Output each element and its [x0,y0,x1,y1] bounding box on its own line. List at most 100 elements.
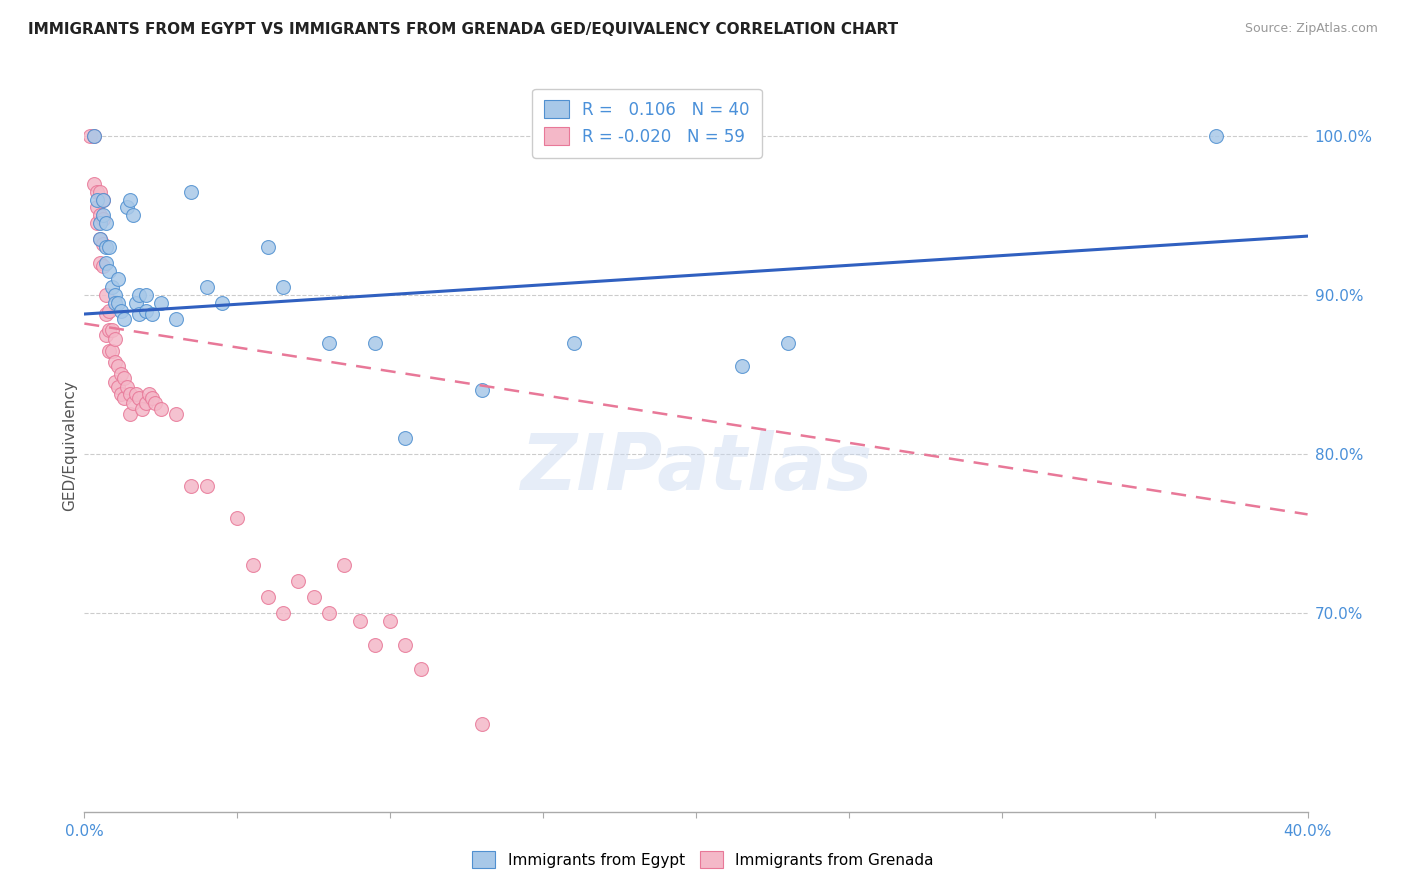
Point [89,216,111,230]
Point [211,296,233,310]
Point [110,303,132,318]
Point [107,296,129,310]
Point [89,209,111,223]
Point [112,311,135,326]
Point [112,392,135,406]
Point [97,240,120,254]
Point [180,185,202,199]
Point [143,396,166,410]
Point [122,209,145,223]
Point [287,574,309,589]
Point [180,479,202,493]
Point [83,128,105,143]
Point [149,402,172,417]
Point [97,303,120,318]
Y-axis label: GED/Equivalency: GED/Equivalency [62,381,77,511]
Point [364,335,387,350]
Point [471,384,494,398]
Point [89,232,111,246]
Point [91,209,114,223]
Point [94,327,117,342]
Point [94,288,117,302]
Point [97,264,120,278]
Point [112,370,135,384]
Point [89,185,111,199]
Point [135,303,157,318]
Point [318,606,340,620]
Point [115,380,138,394]
Point [141,392,163,406]
Point [79,128,101,143]
Point [271,606,294,620]
Point [776,335,799,350]
Point [110,386,132,401]
Point [394,638,416,652]
Point [104,333,127,347]
Point [97,323,120,337]
Point [107,359,129,374]
Point [318,335,340,350]
Point [86,185,108,199]
Point [110,368,132,382]
Text: ZIPatlas: ZIPatlas [520,430,872,506]
Point [101,323,124,337]
Point [257,590,280,604]
Point [731,359,754,374]
Point [394,431,416,445]
Point [380,614,402,628]
Point [138,386,160,401]
Legend: Immigrants from Egypt, Immigrants from Grenada: Immigrants from Egypt, Immigrants from G… [465,844,941,875]
Point [257,240,280,254]
Point [104,296,127,310]
Point [86,193,108,207]
Point [141,307,163,321]
Point [86,216,108,230]
Point [104,376,127,390]
Point [165,311,187,326]
Point [471,717,494,731]
Point [89,256,111,270]
Point [364,638,387,652]
Point [91,193,114,207]
Point [89,232,111,246]
Point [120,193,142,207]
Point [195,479,218,493]
Point [94,256,117,270]
Point [83,177,105,191]
Point [135,288,157,302]
Point [104,288,127,302]
Legend: R =   0.106   N = 40, R = -0.020   N = 59: R = 0.106 N = 40, R = -0.020 N = 59 [533,88,762,158]
Point [128,288,150,302]
Point [86,201,108,215]
Point [101,280,124,294]
Point [242,558,264,573]
Point [128,307,150,321]
Point [135,396,157,410]
Point [120,386,142,401]
Point [91,260,114,274]
Point [165,407,187,421]
Point [562,335,585,350]
Point [149,296,172,310]
Point [120,407,142,421]
Point [349,614,371,628]
Point [107,380,129,394]
Point [91,211,114,226]
Point [115,201,138,215]
Point [195,280,218,294]
Point [302,590,325,604]
Point [271,280,294,294]
Point [94,240,117,254]
Point [104,355,127,369]
Point [409,662,432,676]
Point [94,307,117,321]
Point [122,396,145,410]
Point [83,128,105,143]
Point [226,510,249,524]
Text: IMMIGRANTS FROM EGYPT VS IMMIGRANTS FROM GRENADA GED/EQUIVALENCY CORRELATION CHA: IMMIGRANTS FROM EGYPT VS IMMIGRANTS FROM… [28,22,898,37]
Point [97,343,120,358]
Point [125,296,148,310]
Point [107,272,129,286]
Point [333,558,356,573]
Text: Source: ZipAtlas.com: Source: ZipAtlas.com [1244,22,1378,36]
